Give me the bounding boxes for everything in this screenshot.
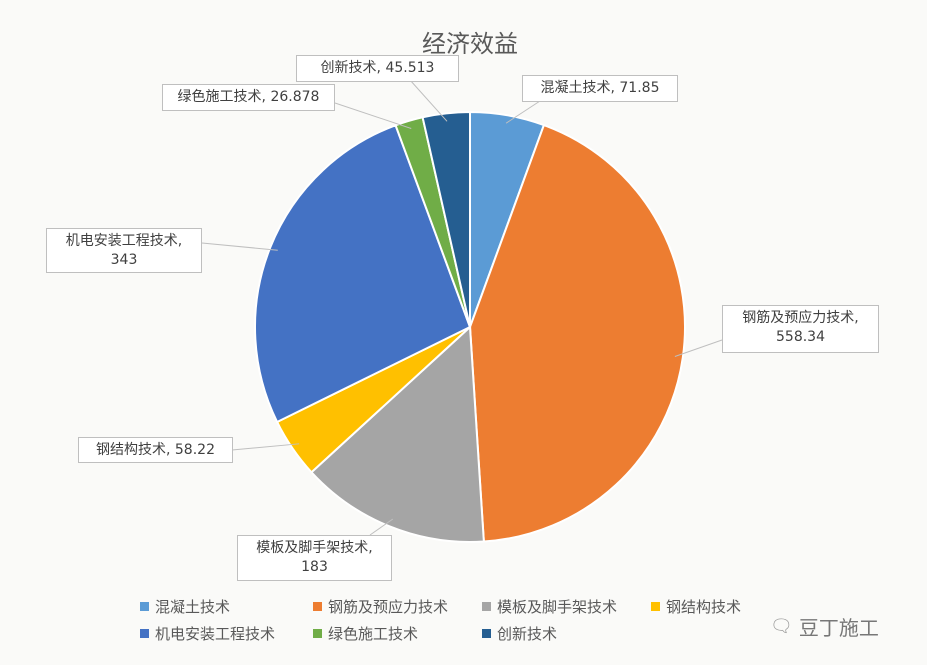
leader-line-6	[409, 79, 448, 122]
leader-line-4	[201, 242, 278, 251]
wechat-icon: 🗨	[770, 616, 793, 637]
pie-slice-2	[310, 324, 485, 543]
watermark: 🗨 豆丁施工	[770, 612, 879, 641]
leader-line-2	[369, 518, 394, 536]
data-label: 机电安装工程技术, 343	[46, 228, 202, 273]
legend-swatch	[482, 602, 491, 611]
legend-label: 模板及脚手架技术	[497, 598, 618, 616]
legend-label: 钢结构技术	[666, 598, 742, 616]
legend-item: 模板及脚手架技术	[482, 596, 617, 617]
legend-item: 钢筋及预应力技术	[313, 596, 448, 617]
legend-item: 创新技术	[482, 623, 557, 644]
legend-swatch	[313, 629, 322, 638]
legend-label: 创新技术	[497, 625, 558, 643]
leader-line-3	[231, 443, 300, 451]
legend-item: 机电安装工程技术	[140, 623, 275, 644]
legend-item: 绿色施工技术	[313, 623, 418, 644]
legend-label: 机电安装工程技术	[155, 625, 276, 643]
legend-label: 混凝土技术	[155, 598, 231, 616]
data-label: 模板及脚手架技术, 183	[237, 535, 392, 581]
leader-line-5	[334, 102, 412, 129]
legend-swatch	[651, 602, 660, 611]
data-label: 混凝土技术, 71.85	[522, 75, 678, 102]
pie-slice-1	[468, 123, 686, 543]
legend-item: 钢结构技术	[651, 596, 741, 617]
pie-slice-6	[421, 110, 471, 328]
legend-label: 钢筋及预应力技术	[328, 598, 449, 616]
legend-swatch	[140, 602, 149, 611]
legend-item: 混凝土技术	[140, 596, 230, 617]
data-label: 绿色施工技术, 26.878	[162, 84, 335, 111]
legend-label: 绿色施工技术	[328, 625, 419, 643]
leader-line-1	[674, 339, 723, 358]
legend-swatch	[140, 629, 149, 638]
data-label: 钢结构技术, 58.22	[78, 437, 233, 463]
legend-swatch	[482, 629, 491, 638]
chart-title: 经济效益	[422, 30, 518, 58]
leader-line-0	[505, 100, 541, 124]
legend-swatch	[313, 602, 322, 611]
data-label: 钢筋及预应力技术, 558.34	[722, 305, 879, 353]
data-label: 创新技术, 45.513	[296, 55, 459, 82]
watermark-text: 豆丁施工	[798, 616, 879, 640]
pie-slice-4	[254, 124, 472, 424]
